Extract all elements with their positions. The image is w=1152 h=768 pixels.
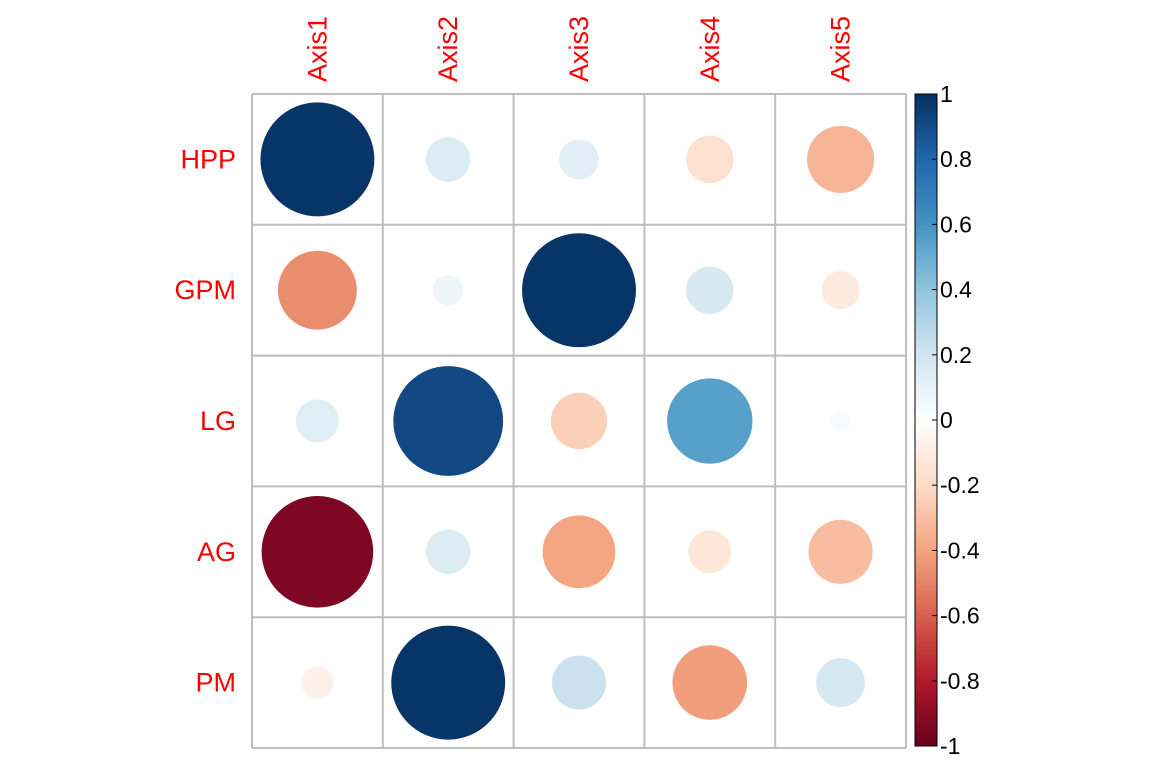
row-label: HPP <box>180 144 236 174</box>
row-label: PM <box>196 668 237 698</box>
correlation-circle <box>260 102 375 217</box>
legend-tick-label: 0.8 <box>940 146 972 172</box>
correlation-circle <box>391 625 506 740</box>
column-label: Axis2 <box>433 16 463 82</box>
correlation-circle <box>688 530 732 574</box>
legend-tick-label: 0.2 <box>940 342 972 368</box>
grid-lines <box>251 93 907 749</box>
correlation-circle <box>425 529 471 575</box>
legend-tick-label: 0.6 <box>940 211 972 237</box>
legend-tick-label: -0.6 <box>940 603 980 629</box>
correlation-circle <box>261 496 374 608</box>
correlation-circle <box>686 266 734 314</box>
correlation-circle <box>542 515 616 589</box>
correlation-circle <box>277 250 357 330</box>
correlation-circle <box>830 411 851 431</box>
legend-tick-label: -0.4 <box>940 537 980 563</box>
correlation-circle <box>550 392 608 450</box>
legend-tick-label: 0 <box>940 407 953 433</box>
correlation-circle <box>295 399 339 443</box>
correlation-circle <box>522 233 636 348</box>
correlation-circle <box>432 274 464 306</box>
correlation-circle <box>552 655 606 710</box>
column-label: Axis5 <box>826 16 856 82</box>
correlation-circle <box>559 139 599 180</box>
legend-tick-label: -0.8 <box>940 668 980 694</box>
correlation-circle <box>807 125 875 193</box>
correlation-circle <box>672 645 748 720</box>
correlation-circle <box>686 135 734 184</box>
correlation-circle <box>816 658 866 708</box>
color-legend: 1 0.8 0.6 0.4 0.2 0 -0.2 -0.4 -0.6 -0.8 -1 <box>914 81 980 759</box>
row-label: LG <box>200 406 236 436</box>
correlation-circle <box>301 666 334 699</box>
legend-tick-label: 1 <box>940 81 953 107</box>
row-label: AG <box>197 537 236 567</box>
column-labels: Axis1 Axis2 Axis3 Axis4 Axis5 <box>302 16 855 82</box>
column-label: Axis3 <box>564 16 594 82</box>
correlation-circle <box>821 271 860 310</box>
correlation-circle <box>808 519 873 584</box>
legend-tick-label: -0.2 <box>940 472 980 498</box>
correlation-circles <box>260 102 875 740</box>
column-label: Axis4 <box>695 16 725 82</box>
correlation-circle <box>393 366 504 476</box>
correlation-circle <box>425 137 471 182</box>
row-labels: HPP GPM LG AG PM <box>174 144 236 697</box>
column-label: Axis1 <box>302 16 332 82</box>
legend-tick-label: -1 <box>940 733 960 759</box>
correlation-circle <box>667 378 753 464</box>
legend-tick-label: 0.4 <box>940 277 972 303</box>
row-label: GPM <box>174 275 236 305</box>
